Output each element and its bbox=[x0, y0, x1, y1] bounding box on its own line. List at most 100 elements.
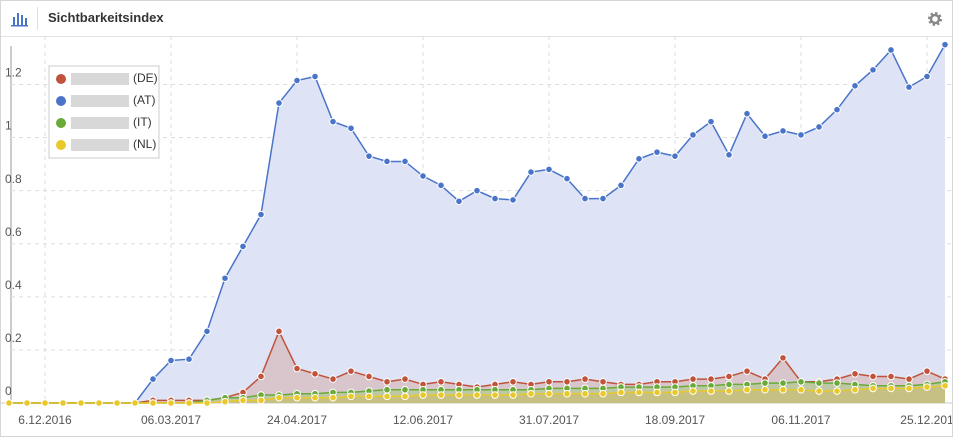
legend-marker bbox=[56, 140, 66, 150]
y-tick-label: 0 bbox=[5, 384, 12, 398]
data-point bbox=[923, 383, 931, 391]
data-point bbox=[725, 387, 733, 395]
x-tick-label: 06.11.2017 bbox=[771, 413, 830, 427]
data-point bbox=[221, 397, 229, 406]
data-point bbox=[275, 327, 283, 336]
legend-marker bbox=[56, 74, 66, 84]
data-point bbox=[797, 385, 805, 394]
data-point bbox=[455, 197, 463, 206]
data-point bbox=[563, 174, 571, 183]
data-point bbox=[239, 242, 247, 251]
data-point bbox=[743, 109, 751, 118]
data-point bbox=[365, 392, 373, 401]
data-point bbox=[617, 181, 625, 190]
x-tick-label: 31.07.2017 bbox=[519, 413, 579, 427]
data-point bbox=[293, 364, 301, 373]
data-point bbox=[311, 370, 319, 378]
data-point bbox=[419, 172, 427, 180]
data-point bbox=[869, 372, 877, 381]
y-tick-label: 0.6 bbox=[5, 225, 22, 239]
data-point bbox=[275, 393, 283, 402]
data-point bbox=[401, 375, 409, 383]
data-point bbox=[653, 388, 661, 397]
legend: (DE) (AT) (IT) (NL) bbox=[48, 65, 160, 159]
series-area bbox=[9, 44, 945, 403]
data-point bbox=[815, 379, 823, 387]
data-point bbox=[401, 392, 409, 401]
y-tick-label: 0.2 bbox=[5, 331, 22, 345]
legend-blurred-name bbox=[71, 95, 129, 107]
data-point bbox=[437, 391, 445, 399]
data-point bbox=[5, 399, 13, 407]
data-point bbox=[743, 385, 751, 394]
x-tick-label: 06.03.2017 bbox=[141, 413, 201, 427]
data-point bbox=[365, 372, 373, 381]
legend-label: (IT) bbox=[133, 115, 152, 129]
data-point bbox=[383, 385, 391, 394]
data-point bbox=[275, 99, 283, 107]
data-point bbox=[905, 83, 913, 91]
data-point bbox=[797, 131, 805, 139]
data-point bbox=[869, 66, 877, 74]
data-point bbox=[923, 72, 931, 81]
data-point bbox=[599, 389, 607, 398]
data-point bbox=[923, 367, 931, 375]
data-point bbox=[149, 399, 157, 407]
data-point bbox=[833, 105, 841, 114]
data-point bbox=[689, 131, 697, 139]
chart: 0 0.2 0.4 0.6 0.8 1 1.2 6.12.2016 06.03.2017 24.0… bbox=[1, 36, 952, 427]
data-point bbox=[95, 399, 103, 407]
data-point bbox=[365, 152, 373, 160]
separator bbox=[37, 7, 38, 30]
data-point bbox=[473, 391, 481, 399]
data-point bbox=[185, 399, 193, 407]
y-tick-label: 1.2 bbox=[5, 66, 22, 80]
x-tick-label: 18.09.2017 bbox=[645, 413, 705, 427]
data-point bbox=[545, 377, 553, 386]
data-point bbox=[167, 356, 175, 365]
data-point bbox=[23, 399, 31, 407]
y-tick-label: 0.4 bbox=[5, 278, 22, 292]
data-point bbox=[347, 392, 355, 401]
legend-marker bbox=[56, 118, 66, 128]
data-point bbox=[581, 194, 589, 203]
data-point bbox=[347, 124, 355, 133]
data-point bbox=[329, 393, 337, 402]
data-point bbox=[833, 379, 841, 387]
data-point bbox=[545, 389, 553, 398]
data-point bbox=[491, 391, 499, 399]
data-point bbox=[941, 381, 949, 390]
data-point bbox=[707, 117, 715, 126]
data-point bbox=[41, 399, 49, 407]
y-tick-label: 1 bbox=[5, 119, 12, 133]
data-point bbox=[905, 384, 913, 393]
data-point bbox=[869, 384, 877, 393]
data-point bbox=[455, 391, 463, 399]
data-point bbox=[167, 399, 175, 407]
data-point bbox=[437, 181, 445, 190]
legend-blurred-name bbox=[71, 139, 129, 151]
data-point bbox=[59, 399, 67, 407]
data-point bbox=[257, 396, 265, 405]
chart-icon bbox=[11, 13, 28, 27]
legend-label: (DE) bbox=[133, 71, 158, 85]
data-point bbox=[707, 387, 715, 395]
data-point bbox=[131, 399, 139, 407]
data-point bbox=[221, 274, 229, 283]
data-point bbox=[671, 388, 679, 397]
data-point bbox=[437, 377, 445, 386]
settings-icon[interactable] bbox=[927, 11, 943, 27]
data-point bbox=[887, 46, 895, 54]
data-point bbox=[383, 377, 391, 386]
legend-label: (AT) bbox=[133, 93, 155, 107]
data-point bbox=[743, 367, 751, 375]
x-tick-label: 12.06.2017 bbox=[393, 413, 453, 427]
data-point bbox=[581, 375, 589, 383]
data-point bbox=[401, 385, 409, 394]
data-point bbox=[635, 154, 643, 163]
data-point bbox=[347, 367, 355, 375]
data-point bbox=[815, 123, 823, 131]
data-point bbox=[401, 157, 409, 166]
data-point bbox=[941, 40, 949, 49]
